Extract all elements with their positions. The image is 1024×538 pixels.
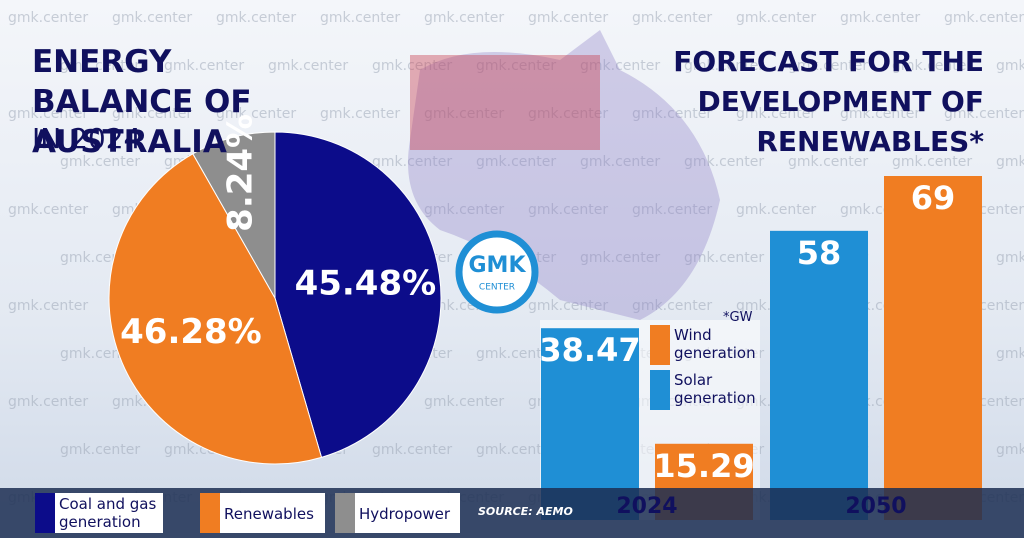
watermark: gmk.center: [684, 250, 764, 266]
watermark: gmk.center: [60, 58, 140, 74]
value-label: 45.48%: [295, 264, 437, 304]
bar-title: FORECAST FOR THE DEVELOPMENT OF RENEWABL…: [673, 45, 984, 158]
pie-title: ENERGY BALANCE OF AUSTRALIA: [32, 44, 252, 160]
legend-swatch: [650, 370, 670, 410]
watermark: gmk.center: [528, 202, 608, 218]
value-label: 46.28%: [120, 312, 262, 352]
watermark: gmk.center: [164, 58, 244, 74]
logo-text: GMK: [469, 253, 527, 278]
watermark: gmk.center: [736, 10, 816, 26]
watermark: gmk.center: [372, 154, 452, 170]
legend-swatch: [335, 493, 355, 533]
pie-slice: [192, 131, 276, 300]
pie-slice: [274, 131, 442, 458]
legend-bg: [335, 493, 460, 533]
bar-value-label: 15.29: [653, 447, 754, 485]
watermark: gmk.center: [788, 58, 868, 74]
watermark: gmk.center: [8, 202, 88, 218]
watermark: gmk.center: [476, 58, 556, 74]
watermark: gmk.center: [996, 346, 1024, 362]
logo-sub: CENTER: [479, 283, 515, 293]
pie-subtitle: IN 2024: [32, 122, 142, 155]
source: SOURCE: AEMO: [478, 505, 573, 518]
watermark: gmk.center: [944, 10, 1024, 26]
watermark: gmk.center: [216, 10, 296, 26]
watermark: gmk.center: [840, 10, 920, 26]
bar-value-label: 58: [797, 234, 842, 272]
bar-value-label: 38.47: [539, 331, 640, 369]
logo-ring: [455, 230, 539, 314]
watermark: gmk.center: [424, 202, 504, 218]
watermark: gmk.center: [996, 58, 1024, 74]
unit-note: *GW: [723, 310, 753, 325]
watermark: gmk.center: [60, 442, 140, 458]
x-tick-label: 2050: [845, 494, 906, 519]
watermark: gmk.center: [8, 106, 88, 122]
watermark: gmk.center: [684, 154, 764, 170]
bar-value-label: 69: [911, 179, 956, 217]
legend-swatch: [200, 493, 220, 533]
watermark: gmk.center: [320, 10, 400, 26]
watermark: gmk.center: [60, 154, 140, 170]
watermark: gmk.center: [372, 58, 452, 74]
watermark: gmk.center: [632, 106, 712, 122]
watermark: gmk.center: [112, 10, 192, 26]
watermark: gmk.center: [476, 346, 556, 362]
watermark: gmk.center: [892, 154, 972, 170]
watermark: gmk.center: [8, 10, 88, 26]
value-label: 8.24%: [220, 114, 260, 232]
bar: [770, 230, 868, 520]
watermark: gmk.center: [8, 298, 88, 314]
pie-slice: [108, 153, 323, 465]
watermark: gmk.center: [528, 298, 608, 314]
watermark: gmk.center: [892, 58, 972, 74]
watermark: gmk.center: [476, 442, 556, 458]
watermark: gmk.center: [580, 154, 660, 170]
watermark: gmk.center: [268, 58, 348, 74]
bar: [884, 176, 982, 520]
watermark: gmk.center: [944, 106, 1024, 122]
watermark: gmk.center: [424, 10, 504, 26]
legend-label: Coal and gas generation: [59, 495, 157, 531]
watermark: gmk.center: [320, 106, 400, 122]
x-tick-label: 2024: [616, 494, 677, 519]
watermark: gmk.center: [8, 394, 88, 410]
legend-swatch: [650, 325, 670, 365]
legend-swatch: [35, 493, 55, 533]
watermark: gmk.center: [476, 154, 556, 170]
watermark: gmk.center: [632, 298, 712, 314]
footer-band: [0, 488, 1024, 538]
watermark: gmk.center: [424, 106, 504, 122]
legend-label: Hydropower: [359, 505, 451, 523]
legend-label: Solar generation: [674, 371, 756, 407]
watermark: gmk.center: [372, 442, 452, 458]
watermark: gmk.center: [684, 58, 764, 74]
watermark: gmk.center: [580, 250, 660, 266]
watermark: gmk.center: [528, 106, 608, 122]
watermark: gmk.center: [528, 10, 608, 26]
legend-label: Renewables: [224, 505, 314, 523]
flag: [410, 55, 600, 150]
watermark: gmk.center: [996, 250, 1024, 266]
watermark: gmk.center: [424, 394, 504, 410]
watermark: gmk.center: [996, 442, 1024, 458]
watermark: gmk.center: [632, 202, 712, 218]
legend-label: Wind generation: [674, 326, 756, 362]
watermark: gmk.center: [996, 154, 1024, 170]
watermark: gmk.center: [736, 106, 816, 122]
watermark: gmk.center: [736, 202, 816, 218]
legend-bg: [35, 493, 163, 533]
legend-bg: [200, 493, 325, 533]
watermark: gmk.center: [632, 10, 712, 26]
watermark: gmk.center: [216, 106, 296, 122]
watermark: gmk.center: [580, 58, 660, 74]
watermark: gmk.center: [788, 154, 868, 170]
watermark: gmk.center: [840, 106, 920, 122]
watermark: gmk.center: [112, 106, 192, 122]
